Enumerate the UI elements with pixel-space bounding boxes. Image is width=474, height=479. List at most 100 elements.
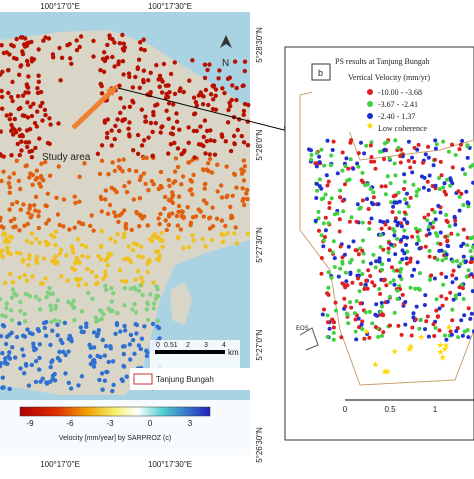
ps-point-b bbox=[449, 332, 454, 337]
ps-point-b bbox=[322, 307, 326, 312]
ps-point-b bbox=[416, 238, 421, 243]
ps-point-b bbox=[341, 209, 346, 214]
ps-point bbox=[186, 125, 191, 130]
ps-point bbox=[128, 259, 134, 265]
ps-point-b bbox=[437, 306, 442, 311]
ps-point-b bbox=[317, 154, 322, 159]
connector bbox=[117, 87, 293, 133]
ps-point-b bbox=[391, 204, 396, 209]
ps-point bbox=[94, 333, 100, 339]
ps-point bbox=[9, 330, 14, 335]
ps-point bbox=[166, 222, 171, 228]
ps-point-b bbox=[309, 157, 314, 162]
ps-point bbox=[97, 171, 103, 177]
ps-point bbox=[32, 203, 37, 208]
north-arrow bbox=[220, 35, 232, 48]
ps-point-b bbox=[323, 235, 327, 239]
ps-point bbox=[143, 181, 148, 186]
ps-point-b bbox=[425, 218, 430, 223]
ps-point-b bbox=[392, 233, 397, 238]
ps-point bbox=[118, 166, 123, 171]
ps-point-b bbox=[325, 313, 330, 318]
ps-point bbox=[127, 132, 132, 137]
ps-point-b bbox=[437, 187, 442, 192]
ps-point bbox=[140, 216, 145, 221]
ps-point-b bbox=[365, 286, 370, 291]
ps-point bbox=[201, 134, 206, 140]
ps-point bbox=[126, 71, 132, 76]
ps-point-b bbox=[450, 307, 455, 312]
ps-point bbox=[44, 203, 49, 209]
ps-point-b bbox=[451, 268, 456, 273]
ps-point bbox=[109, 299, 114, 304]
ps-point bbox=[196, 207, 201, 212]
ps-point bbox=[88, 354, 93, 359]
ps-point bbox=[91, 345, 97, 350]
ps-point bbox=[141, 155, 146, 161]
ps-point bbox=[245, 143, 251, 148]
ps-point bbox=[137, 196, 143, 201]
ps-point bbox=[3, 280, 8, 286]
ps-point-b bbox=[362, 287, 367, 291]
ps-point bbox=[99, 91, 105, 96]
ps-point bbox=[210, 83, 215, 89]
ps-point bbox=[90, 296, 95, 301]
ps-point bbox=[235, 127, 240, 133]
ps-point-b bbox=[404, 201, 409, 206]
ps-point-b bbox=[417, 271, 422, 276]
ps-point bbox=[99, 371, 105, 376]
ps-point bbox=[202, 75, 208, 81]
ps-point bbox=[91, 228, 96, 233]
ps-point bbox=[20, 51, 26, 57]
ps-point bbox=[48, 379, 53, 384]
colorbar-tick: -6 bbox=[66, 419, 74, 428]
ps-point-b bbox=[378, 292, 383, 296]
ps-point bbox=[18, 63, 24, 68]
ps-point-b bbox=[374, 302, 379, 307]
ps-point bbox=[13, 355, 18, 360]
ps-point-b bbox=[442, 189, 447, 194]
ps-point-b bbox=[403, 300, 408, 304]
ps-point bbox=[12, 216, 17, 222]
ps-point bbox=[57, 349, 62, 355]
ps-point bbox=[120, 46, 126, 51]
ps-point bbox=[91, 364, 97, 369]
ps-point-b bbox=[466, 306, 471, 311]
ps-point bbox=[138, 174, 144, 179]
ps-point bbox=[112, 136, 118, 142]
ps-point-b bbox=[376, 202, 381, 207]
ps-point bbox=[113, 239, 118, 244]
lat-label: 5°27'30"N bbox=[255, 227, 264, 263]
ps-point bbox=[33, 359, 39, 364]
ps-point bbox=[48, 122, 53, 127]
ps-point bbox=[110, 37, 115, 42]
ps-point-b bbox=[440, 303, 445, 308]
panel-title: PS results at Tanjung Bungah bbox=[335, 57, 429, 66]
ps-point bbox=[43, 239, 49, 244]
ps-point bbox=[112, 40, 117, 45]
ps-point-b bbox=[444, 213, 449, 217]
ps-point bbox=[154, 249, 159, 254]
ps-point-b bbox=[396, 145, 401, 150]
ps-point bbox=[153, 120, 158, 126]
ps-point bbox=[4, 50, 9, 55]
ps-point-b bbox=[453, 293, 458, 298]
ps-point bbox=[52, 371, 57, 377]
ps-point bbox=[146, 135, 151, 140]
ps-point bbox=[43, 35, 48, 40]
ps-point bbox=[166, 214, 172, 219]
ps-point bbox=[225, 76, 231, 82]
ps-point bbox=[241, 140, 247, 145]
ps-point-b bbox=[322, 163, 327, 168]
ps-point-b bbox=[359, 140, 363, 145]
ps-point bbox=[0, 296, 3, 302]
ps-point bbox=[10, 79, 15, 85]
ps-point-b bbox=[327, 206, 332, 210]
ps-point bbox=[187, 78, 192, 83]
ps-point bbox=[67, 227, 72, 232]
ps-point bbox=[0, 249, 3, 254]
ps-point-b bbox=[426, 334, 431, 339]
ps-point bbox=[49, 258, 55, 264]
scale-tick-b: 1 bbox=[433, 405, 438, 414]
ps-point-b bbox=[338, 244, 343, 249]
